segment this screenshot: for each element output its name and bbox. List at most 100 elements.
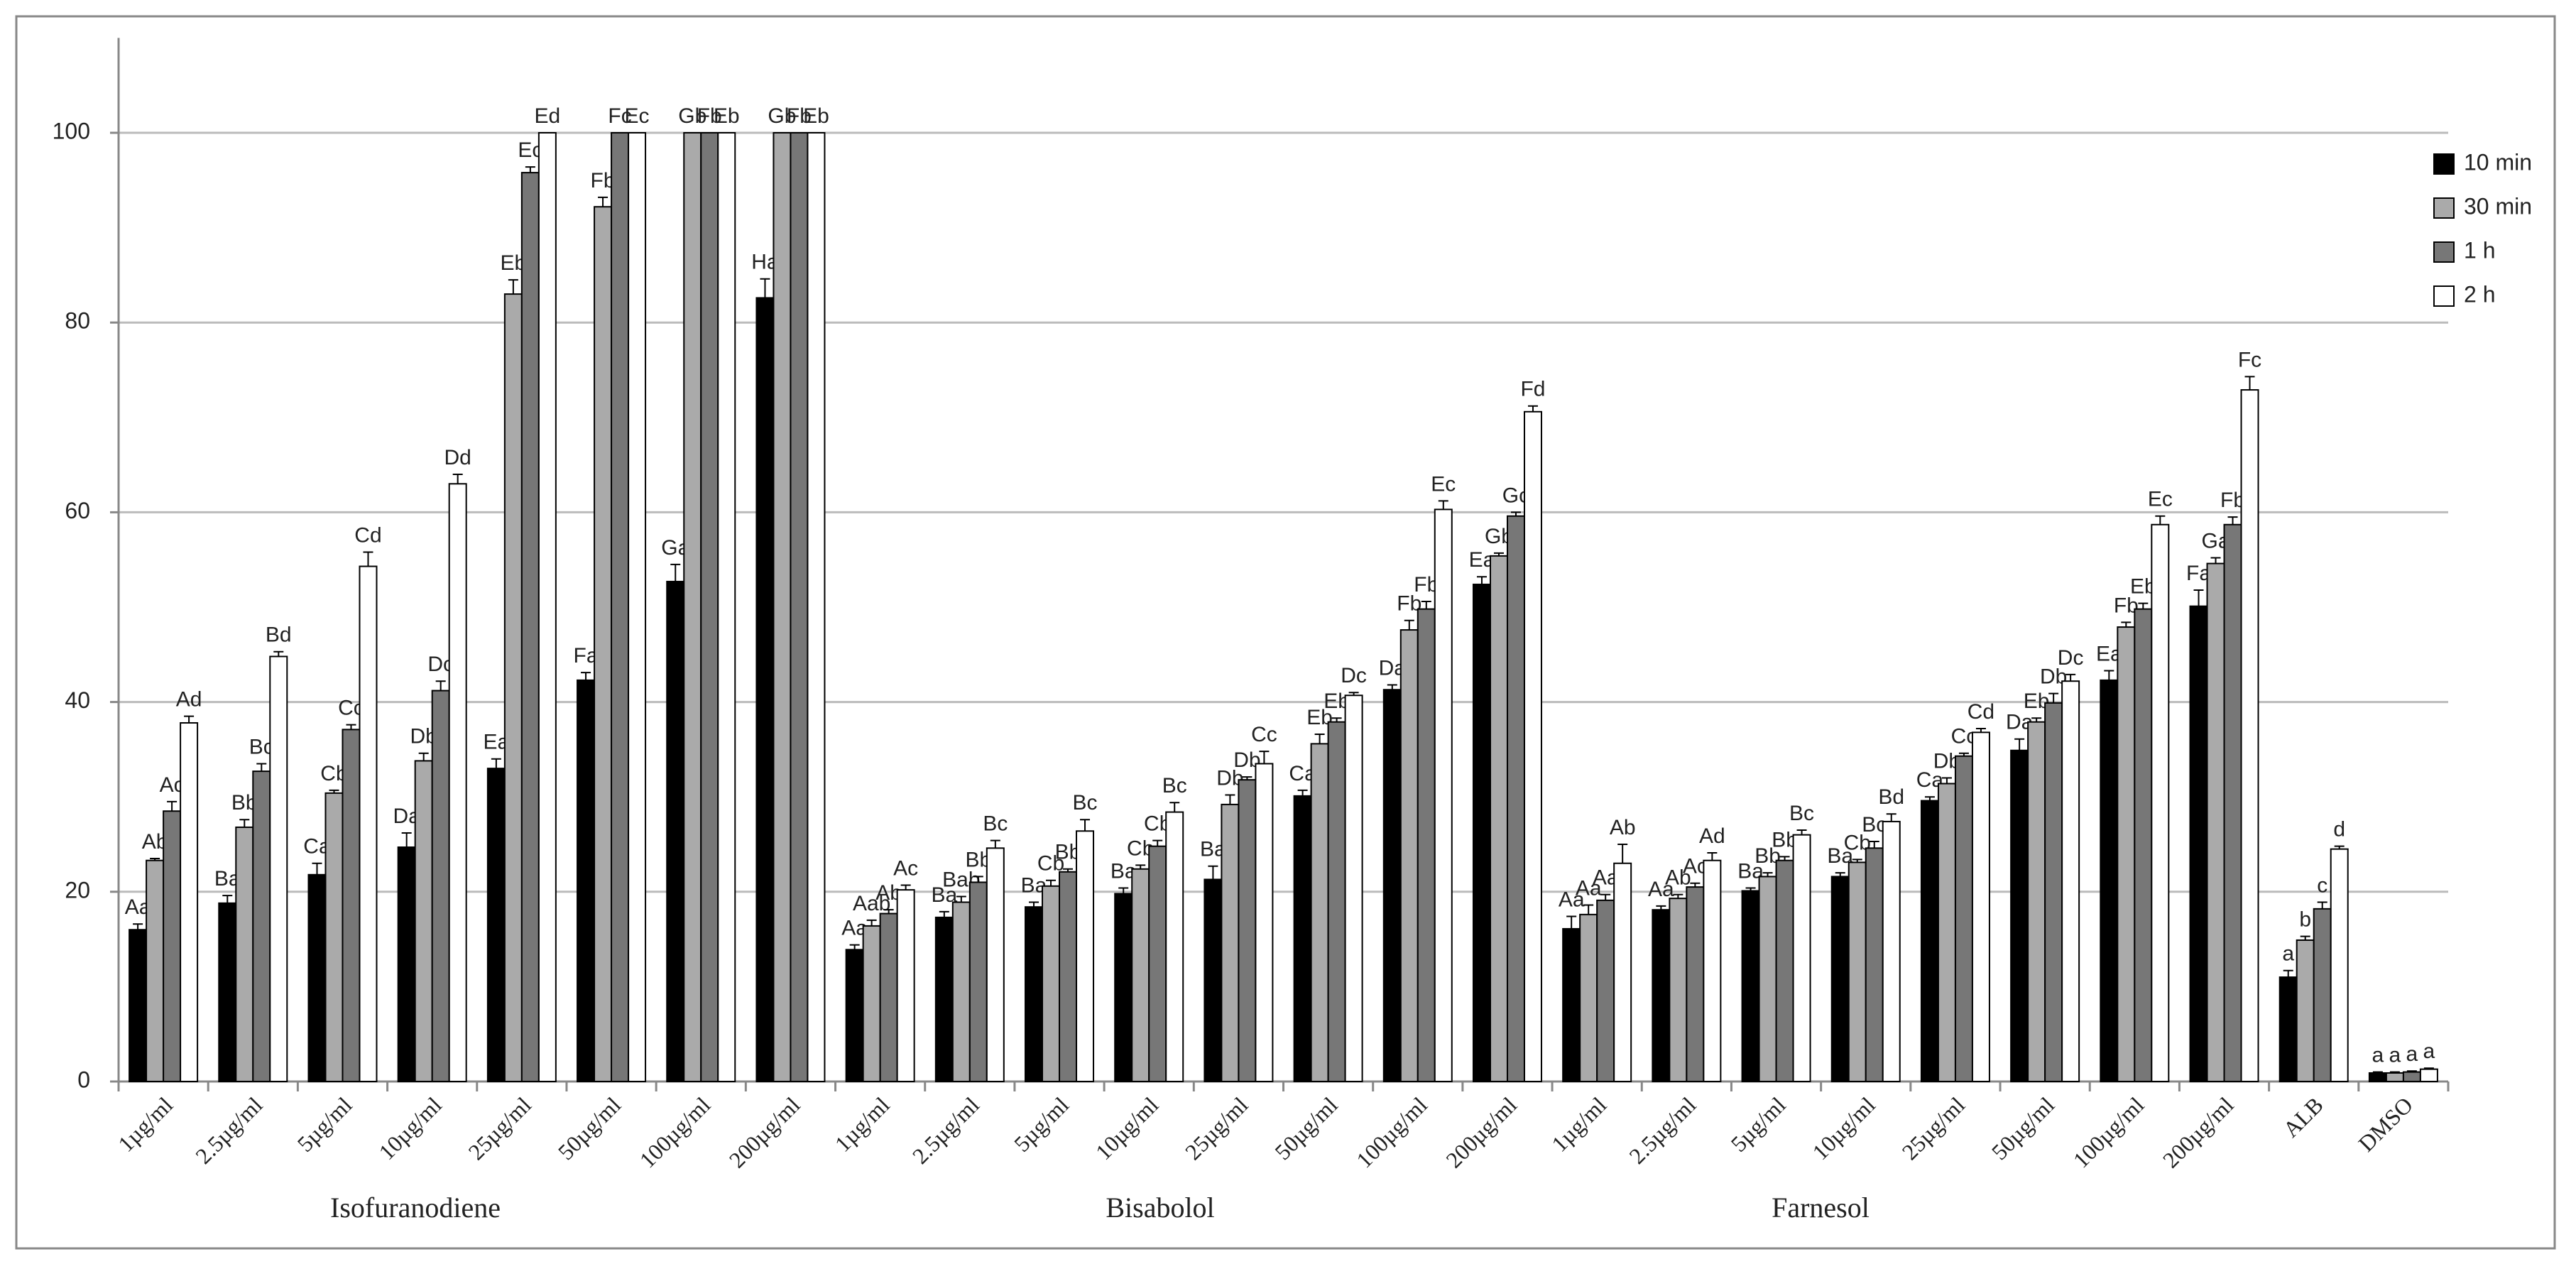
frame (15, 15, 2556, 1250)
bar (2419, 1068, 2438, 1082)
bar (1165, 811, 1184, 1083)
bar (1131, 868, 1150, 1082)
letter-label: Aa (1576, 876, 1602, 900)
group-label: Bisabolol (1106, 1192, 1214, 1224)
bar (1059, 871, 1078, 1083)
bar (1148, 845, 1167, 1082)
bar (611, 132, 630, 1082)
error-bar (273, 650, 284, 657)
error-bar (1476, 576, 1487, 584)
bar (486, 768, 506, 1082)
legend-label: 1 h (2464, 237, 2495, 263)
bar (307, 873, 327, 1082)
bar (342, 729, 361, 1082)
legend-swatch (2433, 153, 2455, 175)
bar (2151, 523, 2170, 1082)
error-bar (1493, 552, 1504, 556)
bar (2330, 848, 2349, 1083)
bar (896, 889, 915, 1083)
bar (1596, 899, 1615, 1082)
error-bar (2227, 516, 2238, 525)
bar (1238, 779, 1257, 1082)
legend-swatch (2433, 285, 2455, 307)
error-bar (1796, 829, 1807, 835)
y-tick-label: 40 (65, 687, 90, 713)
error-bar (2138, 602, 2149, 609)
bar (1971, 731, 1990, 1083)
error-bar (1958, 752, 1969, 756)
legend-label: 30 min (2464, 193, 2532, 219)
error-bar (2014, 738, 2025, 751)
bar (1399, 629, 1419, 1082)
error-bar (973, 876, 983, 883)
letter-label: Aab (853, 892, 890, 915)
error-bar (1348, 692, 1359, 696)
bar (1830, 876, 1850, 1082)
letter-label: d (2333, 818, 2345, 841)
error-bar (184, 715, 195, 723)
error-bar (329, 789, 339, 793)
error-bar (1707, 852, 1718, 861)
error-bar (956, 895, 966, 903)
bar (180, 721, 199, 1082)
error-bar (1656, 905, 1666, 910)
letter-label: Gb (768, 104, 796, 128)
error-bar (1690, 882, 1701, 888)
error-bar (2283, 969, 2293, 978)
bar (2313, 908, 2332, 1083)
letter-label: a (2423, 1040, 2435, 1063)
error-bar (1745, 887, 1756, 891)
error-bar (2317, 901, 2327, 909)
y-tick-label: 80 (65, 308, 90, 334)
error-bar (1566, 915, 1577, 929)
bar (807, 132, 826, 1082)
bar (1417, 608, 1436, 1082)
letter-label: Bc (1789, 802, 1814, 825)
error-bar (525, 166, 535, 173)
bar (2189, 605, 2208, 1082)
error-bar (1617, 844, 1628, 863)
y-tick-label: 0 (77, 1067, 90, 1092)
bar (129, 929, 148, 1082)
bar (2296, 939, 2315, 1083)
letter-label: Fd (1520, 378, 1545, 401)
letter-label: Bc (1073, 791, 1098, 814)
bar (717, 132, 736, 1082)
error-bar (1029, 901, 1039, 908)
bar (628, 132, 647, 1082)
bar (951, 901, 971, 1082)
bar (1937, 783, 1956, 1082)
letter-label: a (2282, 942, 2294, 966)
bar (537, 132, 557, 1082)
letter-label: Eb (803, 104, 829, 128)
error-bar (2334, 845, 2345, 849)
error-bar (312, 862, 322, 875)
letter-label: Fc (2238, 348, 2261, 371)
bar (773, 132, 792, 1082)
bar (755, 297, 775, 1082)
bar (968, 881, 988, 1082)
group-label: Farnesol (1772, 1192, 1870, 1224)
error-bar (452, 473, 463, 484)
letter-label: Bc (1162, 774, 1187, 797)
error-bar (150, 858, 160, 861)
bar (2044, 702, 2063, 1082)
y-tick-label: 100 (53, 118, 90, 143)
error-bar (363, 551, 373, 567)
error-bar (1259, 751, 1270, 764)
letter-label: Aa (1559, 888, 1585, 911)
letter-label: Bc (983, 812, 1008, 836)
bar (2278, 976, 2298, 1083)
error-bar (418, 752, 429, 761)
error-bar (1404, 619, 1414, 631)
error-bar (670, 563, 681, 582)
bar (2368, 1072, 2387, 1082)
error-bar (1975, 728, 1986, 733)
letter-label: Cd (1968, 700, 1994, 724)
error-bar (2244, 376, 2255, 391)
bar (1686, 886, 1705, 1082)
error-bar (1762, 872, 1773, 877)
error-bar (883, 909, 894, 914)
